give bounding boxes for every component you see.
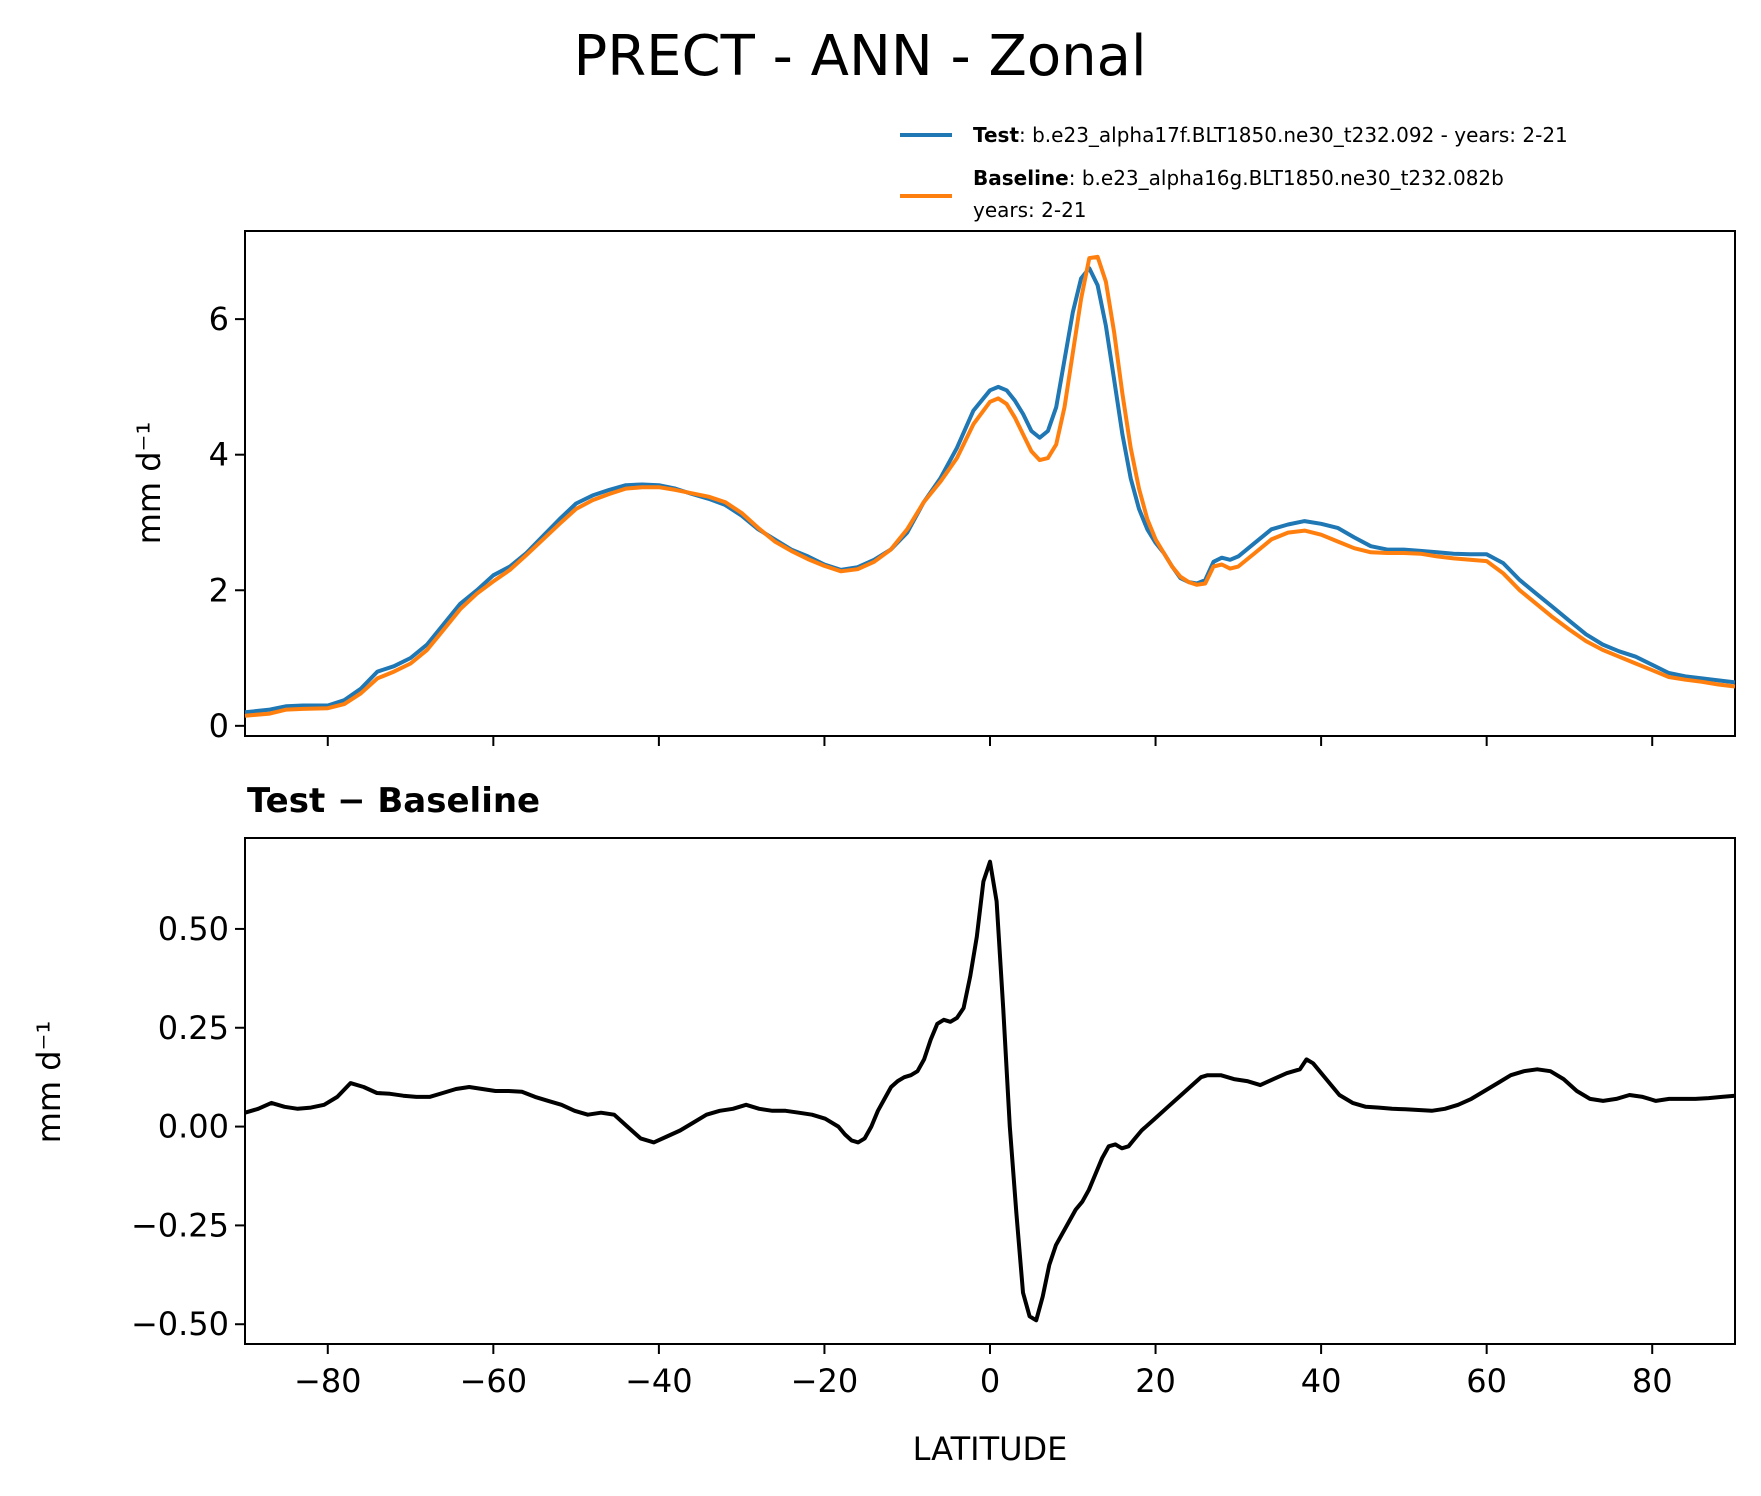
bottom-y-tick-label: 0.50	[158, 910, 229, 948]
x-tick-label: 60	[1466, 1362, 1507, 1400]
x-tick-label: 20	[1135, 1362, 1176, 1400]
top-y-tick-label: 6	[209, 300, 229, 338]
bottom-series	[244, 859, 1736, 1323]
legend-baseline-text: : b.e23_alpha16g.BLT1850.ne30_t232.082b	[1069, 166, 1504, 190]
x-tick-label: 80	[1632, 1362, 1673, 1400]
bottom-axes-frame	[244, 837, 1736, 1345]
bottom-series-test-baseline	[244, 859, 1736, 1323]
x-tick-label: −40	[625, 1362, 693, 1400]
top-ylabel: mm d⁻¹	[130, 422, 168, 545]
top-y-tick-label: 4	[209, 436, 229, 474]
top-series-baseline	[244, 254, 1736, 718]
legend-test-entry: Test: b.e23_alpha17f.BLT1850.ne30_t232.0…	[973, 123, 1568, 147]
top-series-test	[244, 266, 1736, 715]
bottom-y-tick-label: 0.00	[158, 1108, 229, 1146]
legend-baseline-label: Baseline	[973, 166, 1069, 190]
top-y-tick-label: 2	[209, 571, 229, 609]
legend-baseline-entry: Baseline: b.e23_alpha16g.BLT1850.ne30_t2…	[973, 166, 1504, 190]
legend: Test: b.e23_alpha17f.BLT1850.ne30_t232.0…	[900, 123, 1568, 222]
x-tick-label: 40	[1301, 1362, 1342, 1400]
legend-test-text: : b.e23_alpha17f.BLT1850.ne30_t232.092 -…	[1019, 123, 1568, 147]
x-tick-label: −20	[791, 1362, 859, 1400]
bottom-y-tick-label: 0.25	[158, 1009, 229, 1047]
legend-baseline-text2: years: 2-21	[973, 198, 1087, 222]
x-tick-label: −80	[294, 1362, 362, 1400]
figure-title: PRECT - ANN - Zonal	[573, 24, 1146, 89]
top-ticks: 0 2 4 6	[209, 300, 1654, 746]
top-y-tick-label: 0	[209, 707, 229, 745]
top-axes-frame	[244, 230, 1736, 737]
x-tick-label: 0	[980, 1362, 1000, 1400]
top-series	[244, 254, 1736, 718]
bottom-y-tick-label: −0.50	[131, 1305, 229, 1343]
top-panel: 0 2 4 6 mm d⁻¹	[130, 230, 1736, 746]
x-tick-label: −60	[460, 1362, 528, 1400]
bottom-panel: Test − Baseline −80 −60 −40 −20 0 20 40 60 80 −0.…	[30, 781, 1736, 1468]
x-axis-label: LATITUDE	[913, 1430, 1068, 1468]
bottom-y-tick-label: −0.25	[131, 1206, 229, 1244]
bottom-ticks: −80 −60 −40 −20 0 20 40 60 80 −0.50 −0.25 0.00 0.25 0…	[131, 910, 1673, 1400]
bottom-panel-title: Test − Baseline	[247, 781, 540, 821]
legend-test-label: Test	[973, 123, 1019, 147]
bottom-ylabel: mm d⁻¹	[30, 1021, 68, 1144]
